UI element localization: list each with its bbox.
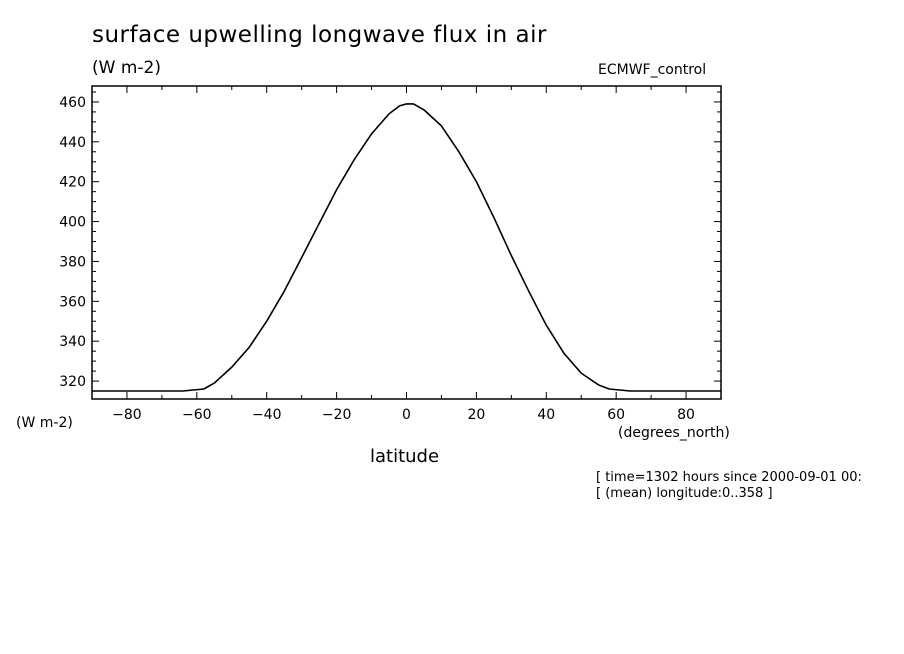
y-tick-label: 460 [59,95,86,111]
x-tick-label: −60 [182,407,212,423]
y-tick-label: 420 [59,175,86,191]
dataset-label: ECMWF_control [598,62,707,78]
y-tick-label: 380 [59,254,86,270]
flux-line [92,103,721,392]
time-annotation: [ time=1302 hours since 2000-09-01 00: [596,470,862,485]
x-tick-label: 60 [607,407,625,423]
x-axis-label: latitude [370,446,440,467]
x-tick-label: 40 [537,407,555,423]
chart-units: (W m-2) [92,58,161,78]
x-tick-label: 0 [402,407,411,423]
x-tick-label: 80 [677,407,695,423]
y-tick-label: 360 [59,294,86,310]
y-axis-label: (W m-2) [16,415,73,431]
y-tick-label: 400 [59,215,86,231]
x-axis-units: (degrees_north) [618,425,730,441]
x-tick-label: −20 [322,407,352,423]
longitude-annotation: [ (mean) longitude:0..358 ] [596,486,773,501]
y-tick-label: 440 [59,135,86,151]
plot-frame [91,85,722,400]
x-tick-label: −40 [252,407,282,423]
x-tick-label: −80 [112,407,142,423]
x-tick-label: 20 [467,407,485,423]
y-tick-label: 340 [59,334,86,350]
y-tick-label: 320 [59,374,86,390]
chart-title: surface upwelling longwave flux in air [92,22,547,48]
